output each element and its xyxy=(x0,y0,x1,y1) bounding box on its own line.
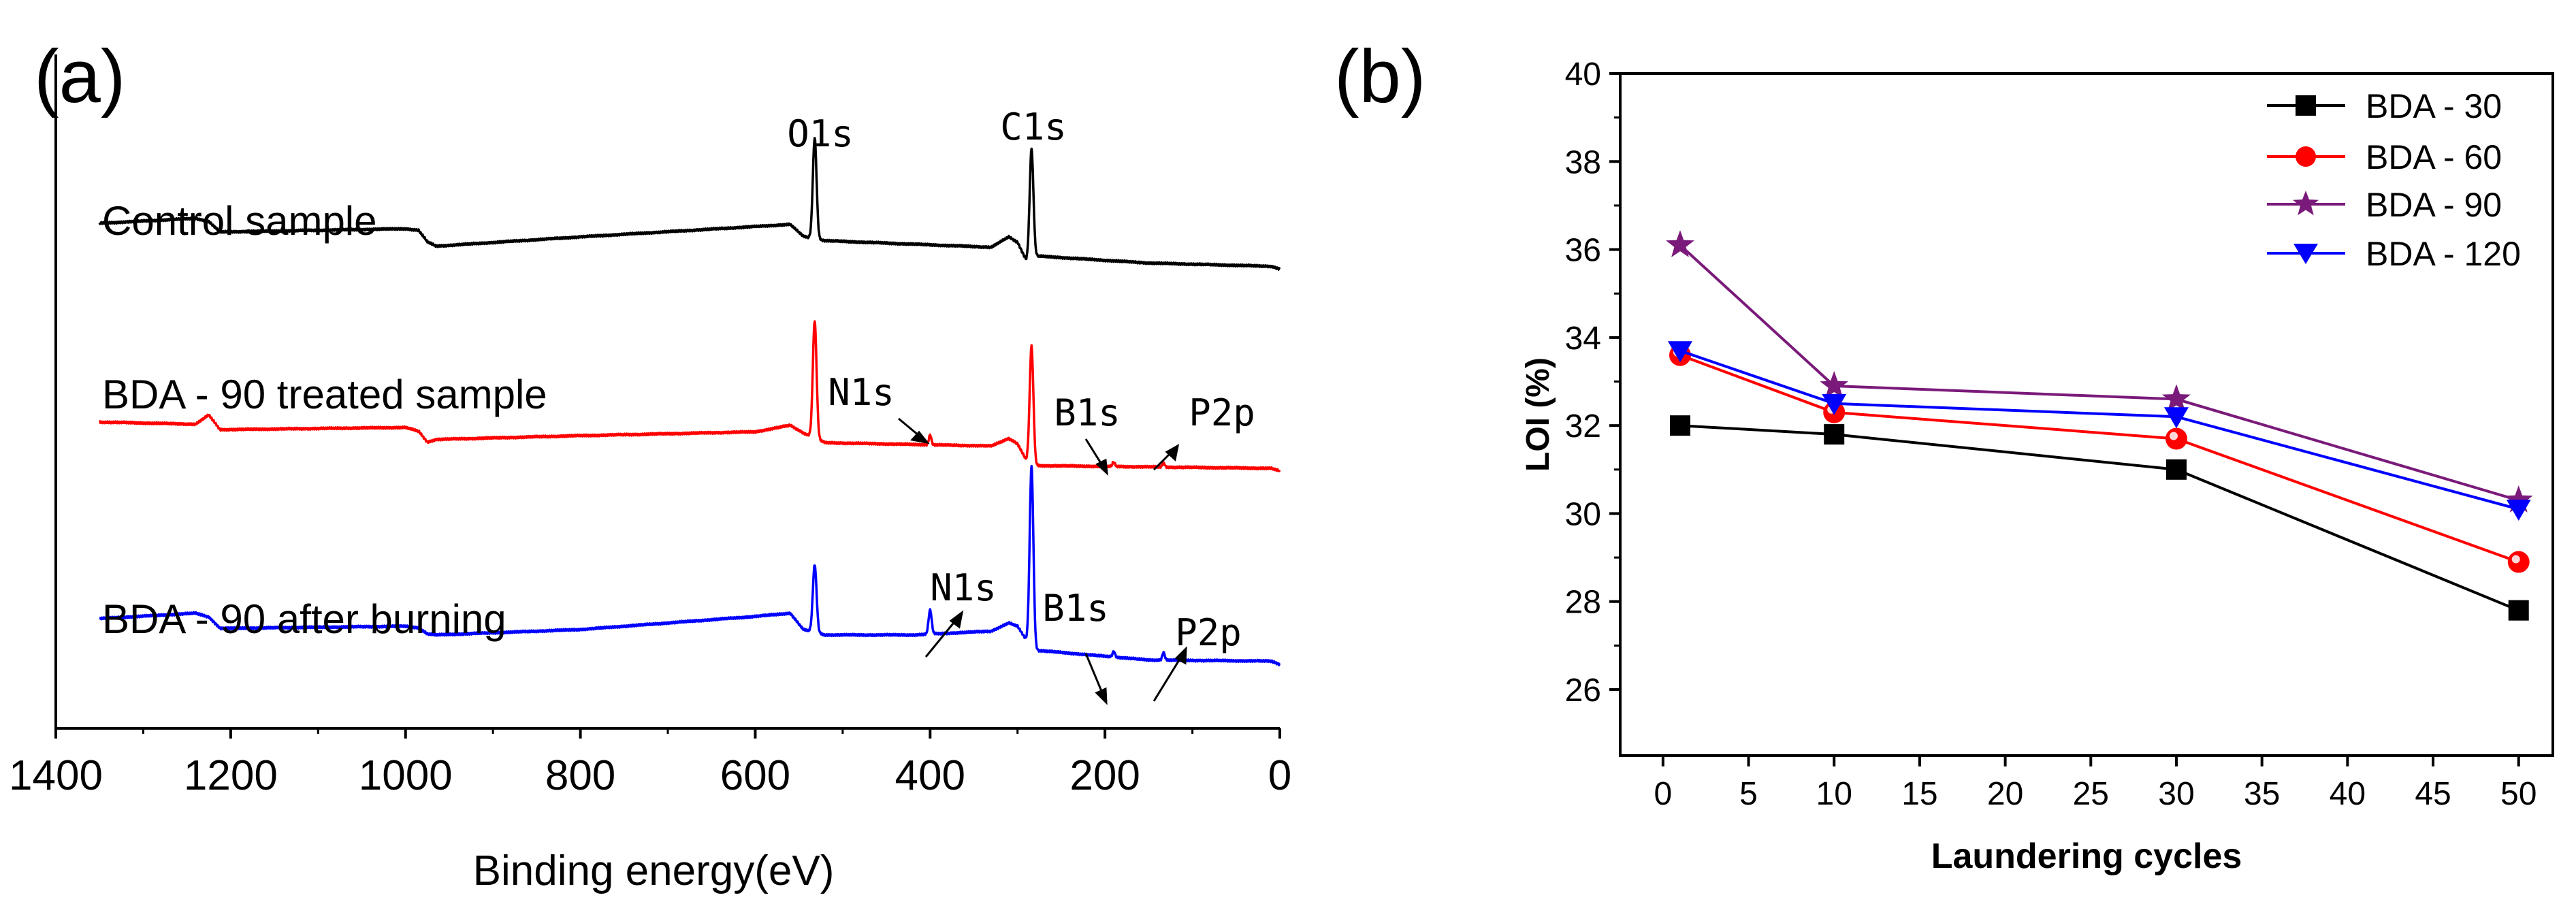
x-tick-label-b: 25 xyxy=(2073,776,2109,812)
legend-marker-bda-90 xyxy=(2293,191,2319,216)
series-line xyxy=(1679,353,2519,564)
series-label-control: Control sample xyxy=(102,198,377,244)
arrowhead-b1s-treated xyxy=(1095,458,1108,476)
y-tick-label-b: 28 xyxy=(1565,585,1601,621)
x-tick-label-b: 50 xyxy=(2500,776,2537,812)
arrowhead-p2p-burned xyxy=(1174,646,1187,665)
panel-b-ticks: 0 5 10 15 20 25 30 35 40 45 50 26 28 30 32 34 36 38 40 xyxy=(1565,56,2537,812)
peak-label-n1s-treated: N1s xyxy=(828,371,895,414)
data-point xyxy=(1669,415,1690,436)
legend-item-bda-60: BDA - 60 xyxy=(2267,138,2502,176)
legend-label-bda-90: BDA - 90 xyxy=(2366,186,2502,224)
arrow-n1s-treated xyxy=(898,417,920,437)
legend-label-bda-30: BDA - 30 xyxy=(2366,87,2502,125)
data-point xyxy=(2166,459,2187,480)
spectrum-line xyxy=(98,320,1281,472)
x-tick-label-b: 0 xyxy=(1654,776,1672,812)
x-tick-label-b: 15 xyxy=(1901,776,1937,812)
data-point xyxy=(1667,341,1692,363)
x-tick-label-a: 1200 xyxy=(184,752,278,799)
legend-item-bda-120: BDA - 120 xyxy=(2267,235,2521,273)
x-tick-label-b: 35 xyxy=(2244,776,2280,812)
x-tick-label-a: 1400 xyxy=(9,752,103,799)
y-tick-label-b: 34 xyxy=(1565,321,1601,357)
peak-label-p2p-burned: P2p xyxy=(1175,611,1242,654)
panel-b-series xyxy=(1666,230,2533,621)
data-point xyxy=(1822,393,1847,415)
legend: BDA - 30 BDA - 60 BDA - 90 BDA - 120 xyxy=(2267,87,2521,273)
x-tick-label-a: 1000 xyxy=(359,752,453,799)
panel-a-x-label: Binding energy(eV) xyxy=(473,847,835,894)
panel-a-x-ticks: 1400 1200 1000 800 600 400 200 0 xyxy=(9,728,1291,799)
y-tick-label-b: 26 xyxy=(1565,673,1601,709)
series-line xyxy=(1679,244,2519,502)
data-point-highlight xyxy=(2511,555,2520,564)
y-tick-label-b: 36 xyxy=(1565,233,1601,269)
data-point xyxy=(2508,600,2529,621)
panel-a-series xyxy=(98,137,1281,666)
data-point xyxy=(1666,230,1694,257)
legend-marker-bda-60 xyxy=(2296,146,2316,167)
x-tick-label-a: 0 xyxy=(1268,752,1291,799)
x-tick-label-a: 800 xyxy=(545,752,615,799)
y-tick-label-b: 30 xyxy=(1565,496,1601,532)
arrowhead-n1s-treated xyxy=(910,430,930,444)
peak-label-o1s: O1s xyxy=(787,112,854,155)
data-point xyxy=(1824,424,1845,445)
data-point xyxy=(1820,371,1849,398)
spectrum-line xyxy=(99,464,1281,666)
arrowhead-p2p-treated xyxy=(1165,444,1180,462)
series-label-treated: BDA - 90 treated sample xyxy=(102,372,547,417)
peak-label-b1s-treated: B1s xyxy=(1054,391,1121,434)
panel-a: (a) 1400 1200 1000 800 600 400 200 0 Binding en… xyxy=(9,35,1291,894)
data-point xyxy=(2504,485,2533,513)
x-tick-label-a: 200 xyxy=(1069,752,1140,799)
y-tick-label-b: 38 xyxy=(1565,144,1601,180)
legend-label-bda-120: BDA - 120 xyxy=(2366,235,2521,273)
arrow-b1s-treated xyxy=(1084,438,1104,467)
panel-b-label: (b) xyxy=(1334,35,1426,118)
legend-item-bda-90: BDA - 90 xyxy=(2267,186,2502,224)
x-tick-label-b: 20 xyxy=(1987,776,2023,812)
arrow-b1s-burned xyxy=(1084,653,1104,695)
x-tick-label-a: 400 xyxy=(895,752,965,799)
arrow-n1s-burned xyxy=(924,619,958,658)
panel-b-plot-frame xyxy=(1619,72,2554,757)
legend-marker-bda-30 xyxy=(2296,95,2316,116)
x-tick-label-b: 45 xyxy=(2415,776,2451,812)
y-tick-label-b: 40 xyxy=(1565,56,1601,93)
x-tick-label-b: 5 xyxy=(1739,776,1758,812)
data-point xyxy=(2506,499,2531,521)
legend-label-bda-60: BDA - 60 xyxy=(2366,138,2502,176)
data-point xyxy=(2163,407,2189,429)
series-line xyxy=(1679,349,2519,511)
arrow-p2p-treated xyxy=(1153,451,1172,471)
legend-item-bda-30: BDA - 30 xyxy=(2267,87,2502,125)
panel-b-y-label: LOI (%) xyxy=(1520,357,1556,472)
data-point xyxy=(2162,384,2191,412)
y-tick-label-b: 32 xyxy=(1565,408,1601,444)
legend-marker-bda-120 xyxy=(2293,244,2318,264)
peak-label-c1s: C1s xyxy=(1000,106,1067,148)
x-tick-label-b: 30 xyxy=(2158,776,2194,812)
panel-a-arrows xyxy=(898,417,1187,705)
arrowhead-n1s-burned xyxy=(949,610,964,629)
spectrum-line xyxy=(98,137,1281,271)
series-line xyxy=(1679,424,2519,612)
arrow-p2p-burned xyxy=(1153,656,1182,702)
x-tick-label-a: 600 xyxy=(720,752,790,799)
arrowhead-b1s-burned xyxy=(1095,687,1108,705)
peak-label-p2p-treated: P2p xyxy=(1189,391,1255,434)
series-label-after-burning: BDA - 90 after burning xyxy=(102,596,506,642)
data-point-highlight xyxy=(2169,432,2178,440)
panel-a-label: (a) xyxy=(34,35,125,118)
x-tick-label-b: 10 xyxy=(1816,776,1852,812)
peak-label-n1s-burned: N1s xyxy=(930,566,997,609)
peak-label-b1s-burned: B1s xyxy=(1042,587,1109,630)
panel-b-x-label: Laundering cycles xyxy=(1931,837,2242,876)
x-tick-label-b: 40 xyxy=(2330,776,2366,812)
panel-b: (b) 0 5 10 15 20 25 30 35 40 45 50 26 28 30 32 34 36 38 40… xyxy=(1334,35,2554,876)
